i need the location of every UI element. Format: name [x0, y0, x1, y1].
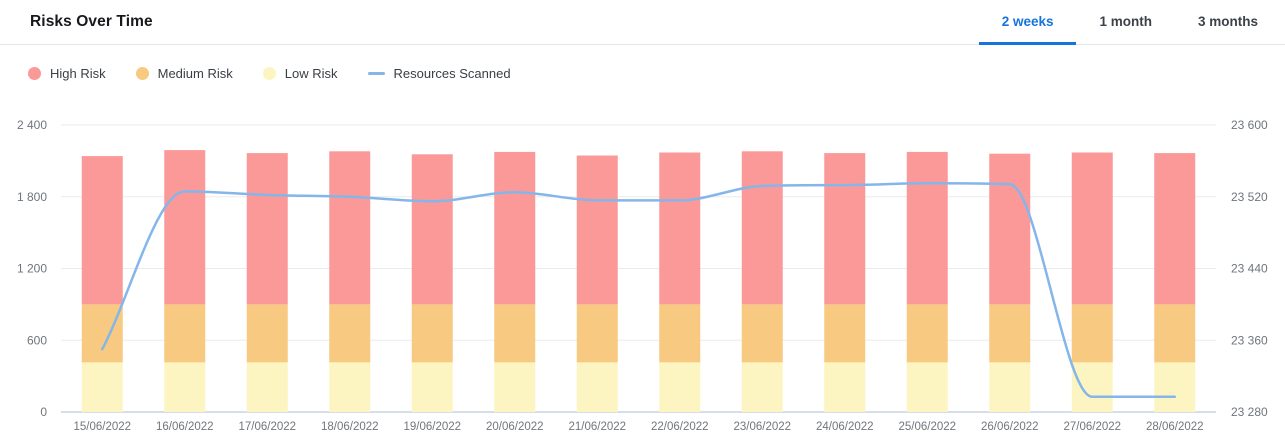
bar-28/06/2022-high-risk[interactable]	[1154, 153, 1196, 305]
bar-25/06/2022-high-risk[interactable]	[906, 151, 948, 305]
chart-legend: High Risk Medium Risk Low Risk Resources Sc…	[28, 66, 511, 81]
bar-23/06/2022-high-risk[interactable]	[741, 151, 783, 305]
y-axis-right-tick-23520: 23 520	[1231, 190, 1268, 204]
bar-18/06/2022-high-risk[interactable]	[329, 151, 371, 305]
legend-label: Resources Scanned	[393, 66, 511, 81]
bar-15/06/2022-medium-risk[interactable]	[81, 304, 123, 363]
bar-28/06/2022-medium-risk[interactable]	[1154, 304, 1196, 363]
card-header: Risks Over Time 2 weeks 1 month 3 months	[0, 0, 1285, 45]
x-axis-label-28/06/2022: 28/06/2022	[1146, 421, 1204, 433]
bar-16/06/2022-high-risk[interactable]	[164, 150, 206, 305]
bar-20/06/2022-high-risk[interactable]	[494, 151, 536, 305]
bar-23/06/2022-medium-risk[interactable]	[741, 304, 783, 363]
bar-26/06/2022-high-risk[interactable]	[989, 153, 1031, 305]
x-axis-label-26/06/2022: 26/06/2022	[981, 421, 1039, 433]
tab-3-months[interactable]: 3 months	[1197, 13, 1258, 29]
bar-17/06/2022-high-risk[interactable]	[246, 153, 288, 305]
bar-25/06/2022-medium-risk[interactable]	[906, 304, 948, 363]
bar-16/06/2022-medium-risk[interactable]	[164, 304, 206, 363]
bar-23/06/2022-low-risk[interactable]	[741, 362, 783, 412]
bar-26/06/2022-low-risk[interactable]	[989, 362, 1031, 412]
bar-15/06/2022-high-risk[interactable]	[81, 156, 123, 305]
y-axis-right-tick-23440: 23 440	[1231, 262, 1268, 276]
y-axis-right-tick-23280: 23 280	[1231, 405, 1268, 419]
bar-22/06/2022-low-risk[interactable]	[659, 362, 701, 412]
bar-20/06/2022-low-risk[interactable]	[494, 362, 536, 412]
legend-label: Medium Risk	[157, 66, 233, 81]
x-axis-label-24/06/2022: 24/06/2022	[816, 421, 874, 433]
bar-19/06/2022-low-risk[interactable]	[411, 362, 453, 412]
y-axis-left-tick-1200: 1 200	[17, 262, 47, 276]
legend-item-low-risk[interactable]: Low Risk	[262, 66, 338, 81]
legend-item-high-risk[interactable]: High Risk	[28, 66, 106, 81]
bar-27/06/2022-high-risk[interactable]	[1071, 152, 1113, 305]
legend-item-resources-scanned[interactable]: Resources Scanned	[367, 66, 511, 81]
x-axis-label-16/06/2022: 16/06/2022	[156, 421, 214, 433]
bar-28/06/2022-low-risk[interactable]	[1154, 362, 1196, 412]
x-axis-label-27/06/2022: 27/06/2022	[1063, 421, 1121, 433]
bar-21/06/2022-high-risk[interactable]	[576, 155, 618, 305]
y-axis-right-tick-23360: 23 360	[1231, 333, 1268, 347]
legend-dot-icon	[28, 67, 41, 80]
bar-20/06/2022-medium-risk[interactable]	[494, 304, 536, 363]
bar-19/06/2022-high-risk[interactable]	[411, 154, 453, 305]
x-axis-label-21/06/2022: 21/06/2022	[568, 421, 626, 433]
bar-15/06/2022-low-risk[interactable]	[81, 362, 123, 412]
y-axis-left-tick-1800: 1 800	[17, 190, 47, 204]
legend-dot-icon	[262, 67, 276, 80]
y-axis-left-tick-0: 0	[40, 405, 47, 419]
bar-24/06/2022-low-risk[interactable]	[824, 362, 866, 412]
tab-1-month[interactable]: 1 month	[1099, 13, 1152, 29]
bar-27/06/2022-medium-risk[interactable]	[1071, 304, 1113, 363]
bar-19/06/2022-medium-risk[interactable]	[411, 304, 453, 363]
time-range-tabs: 2 weeks 1 month 3 months	[978, 0, 1281, 45]
bar-18/06/2022-low-risk[interactable]	[329, 362, 371, 412]
bar-17/06/2022-medium-risk[interactable]	[246, 304, 288, 363]
x-axis-label-18/06/2022: 18/06/2022	[321, 421, 379, 433]
x-axis-label-17/06/2022: 17/06/2022	[238, 421, 296, 433]
bar-21/06/2022-medium-risk[interactable]	[576, 304, 618, 363]
y-axis-left-tick-600: 600	[27, 333, 47, 347]
bar-24/06/2022-high-risk[interactable]	[824, 153, 866, 305]
legend-dot-icon	[135, 67, 149, 80]
bar-25/06/2022-low-risk[interactable]	[906, 362, 948, 412]
legend-line-marker-icon	[367, 72, 385, 75]
x-axis-label-22/06/2022: 22/06/2022	[651, 421, 709, 433]
y-axis-right-tick-23600: 23 600	[1231, 118, 1268, 132]
bar-17/06/2022-low-risk[interactable]	[246, 362, 288, 412]
bar-26/06/2022-medium-risk[interactable]	[989, 304, 1031, 363]
bar-22/06/2022-medium-risk[interactable]	[659, 304, 701, 363]
x-axis-label-25/06/2022: 25/06/2022	[898, 421, 956, 433]
tab-2-weeks[interactable]: 2 weeks	[978, 0, 1077, 45]
bar-27/06/2022-low-risk[interactable]	[1071, 362, 1113, 412]
legend-label: Low Risk	[284, 66, 338, 81]
bar-21/06/2022-low-risk[interactable]	[576, 362, 618, 412]
bar-18/06/2022-medium-risk[interactable]	[329, 304, 371, 363]
bar-24/06/2022-medium-risk[interactable]	[824, 304, 866, 363]
x-axis-label-23/06/2022: 23/06/2022	[733, 421, 791, 433]
resources-scanned-line[interactable]	[101, 182, 1176, 399]
x-axis-label-19/06/2022: 19/06/2022	[403, 421, 461, 433]
x-axis-label-15/06/2022: 15/06/2022	[73, 421, 131, 433]
bar-16/06/2022-low-risk[interactable]	[164, 362, 206, 412]
x-axis-label-20/06/2022: 20/06/2022	[486, 421, 544, 433]
y-axis-left-tick-2400: 2 400	[17, 118, 47, 132]
bar-22/06/2022-high-risk[interactable]	[659, 152, 701, 305]
legend-item-medium-risk[interactable]: Medium Risk	[135, 66, 233, 81]
card-title: Risks Over Time	[30, 13, 153, 30]
legend-label: High Risk	[50, 66, 106, 81]
